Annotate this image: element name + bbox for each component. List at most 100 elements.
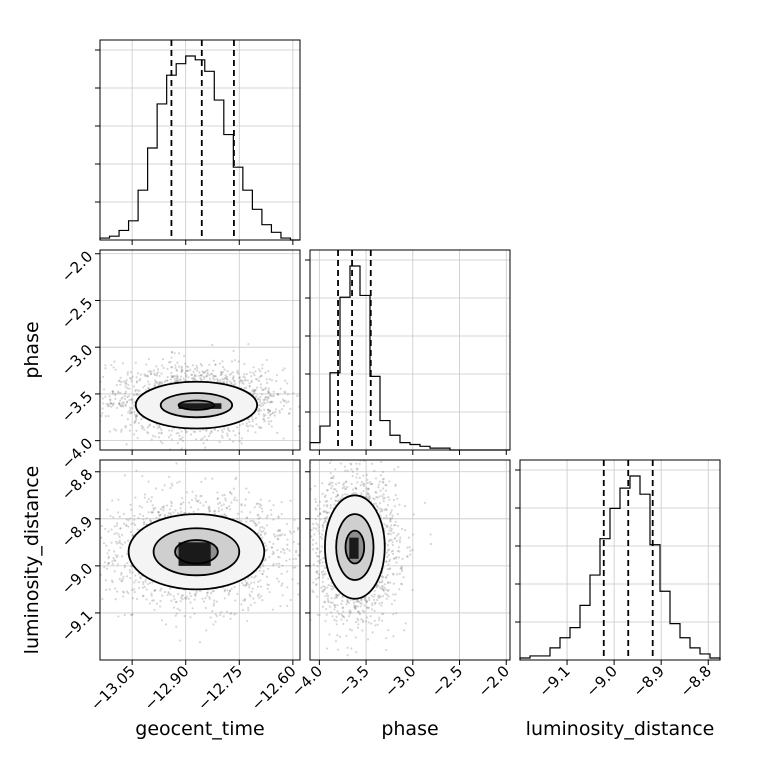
sample-point <box>236 426 238 428</box>
sample-point <box>232 375 234 377</box>
sample-point <box>201 597 203 599</box>
sample-point <box>344 466 346 468</box>
sample-point <box>66 388 68 390</box>
sample-point <box>247 607 249 609</box>
sample-point <box>257 398 259 400</box>
sample-point <box>290 599 292 601</box>
sample-point <box>386 556 388 558</box>
sample-point <box>337 649 339 651</box>
sample-point <box>351 629 353 631</box>
sample-point <box>366 600 368 602</box>
sample-point <box>140 374 142 376</box>
sample-point <box>261 402 263 404</box>
sample-point <box>384 523 386 525</box>
sample-point <box>156 372 158 374</box>
sample-point <box>304 499 306 501</box>
sample-point <box>236 593 238 595</box>
sample-point <box>195 365 197 367</box>
sample-point <box>257 502 259 504</box>
sample-point <box>189 592 191 594</box>
sample-point <box>182 440 184 442</box>
sample-point <box>262 389 264 391</box>
sample-point <box>315 584 317 586</box>
sample-point <box>124 426 126 428</box>
sample-point <box>113 366 115 368</box>
sample-point <box>276 393 278 395</box>
sample-point <box>318 573 320 575</box>
sample-point <box>307 394 309 396</box>
sample-point <box>122 578 124 580</box>
sample-point <box>383 587 385 589</box>
sample-point <box>276 432 278 434</box>
sample-point <box>297 527 299 529</box>
sample-point <box>380 474 382 476</box>
sample-point <box>153 609 155 611</box>
sample-point <box>167 591 169 593</box>
sample-point <box>266 524 268 526</box>
sample-point <box>215 613 217 615</box>
sample-point <box>148 481 150 483</box>
x-tick-label: −8.8 <box>677 662 715 700</box>
sample-point <box>147 381 149 383</box>
sample-point <box>232 371 234 373</box>
sample-point <box>396 534 398 536</box>
sample-point <box>96 540 98 542</box>
sample-point <box>232 378 234 380</box>
sample-point <box>115 429 117 431</box>
sample-point <box>323 601 325 603</box>
sample-point <box>117 499 119 501</box>
sample-point <box>177 512 179 514</box>
sample-point <box>401 558 403 560</box>
sample-point <box>424 502 426 504</box>
sample-point <box>192 379 194 381</box>
sample-point <box>321 545 323 547</box>
sample-point <box>266 382 268 384</box>
sample-point <box>170 514 172 516</box>
sample-point <box>203 600 205 602</box>
sample-point <box>226 589 228 591</box>
sample-point <box>127 592 129 594</box>
sample-point <box>371 595 373 597</box>
sample-point <box>238 360 240 362</box>
sample-point <box>72 385 74 387</box>
sample-point <box>185 598 187 600</box>
sample-point <box>369 481 371 483</box>
sample-point <box>205 501 207 503</box>
sample-point <box>212 623 214 625</box>
sample-point <box>224 494 226 496</box>
sample-point <box>162 509 164 511</box>
sample-point <box>253 581 255 583</box>
sample-point <box>281 408 283 410</box>
sample-point <box>139 379 141 381</box>
sample-point <box>286 382 288 384</box>
sample-point <box>91 548 93 550</box>
sample-point <box>382 471 384 473</box>
sample-point <box>123 522 125 524</box>
sample-point <box>284 391 286 393</box>
sample-point <box>190 506 192 508</box>
sample-point <box>297 582 299 584</box>
sample-point <box>108 549 110 551</box>
sample-point <box>249 594 251 596</box>
sample-point <box>120 429 122 431</box>
sample-point <box>211 478 213 480</box>
sample-point <box>248 584 250 586</box>
sample-point <box>190 595 192 597</box>
sample-point <box>119 527 121 529</box>
sample-point <box>62 575 64 577</box>
sample-point <box>293 531 295 533</box>
sample-point <box>326 614 328 616</box>
sample-point <box>325 501 327 503</box>
sample-point <box>175 626 177 628</box>
sample-point <box>208 435 210 437</box>
sample-point <box>172 511 174 513</box>
x-tick-label: −13.05 <box>87 662 139 714</box>
sample-point <box>184 372 186 374</box>
sample-point <box>138 517 140 519</box>
sample-point <box>321 538 323 540</box>
sample-point <box>176 369 178 371</box>
sample-point <box>188 502 190 504</box>
sample-point <box>327 489 329 491</box>
sample-point <box>233 613 235 615</box>
sample-point <box>119 516 121 518</box>
